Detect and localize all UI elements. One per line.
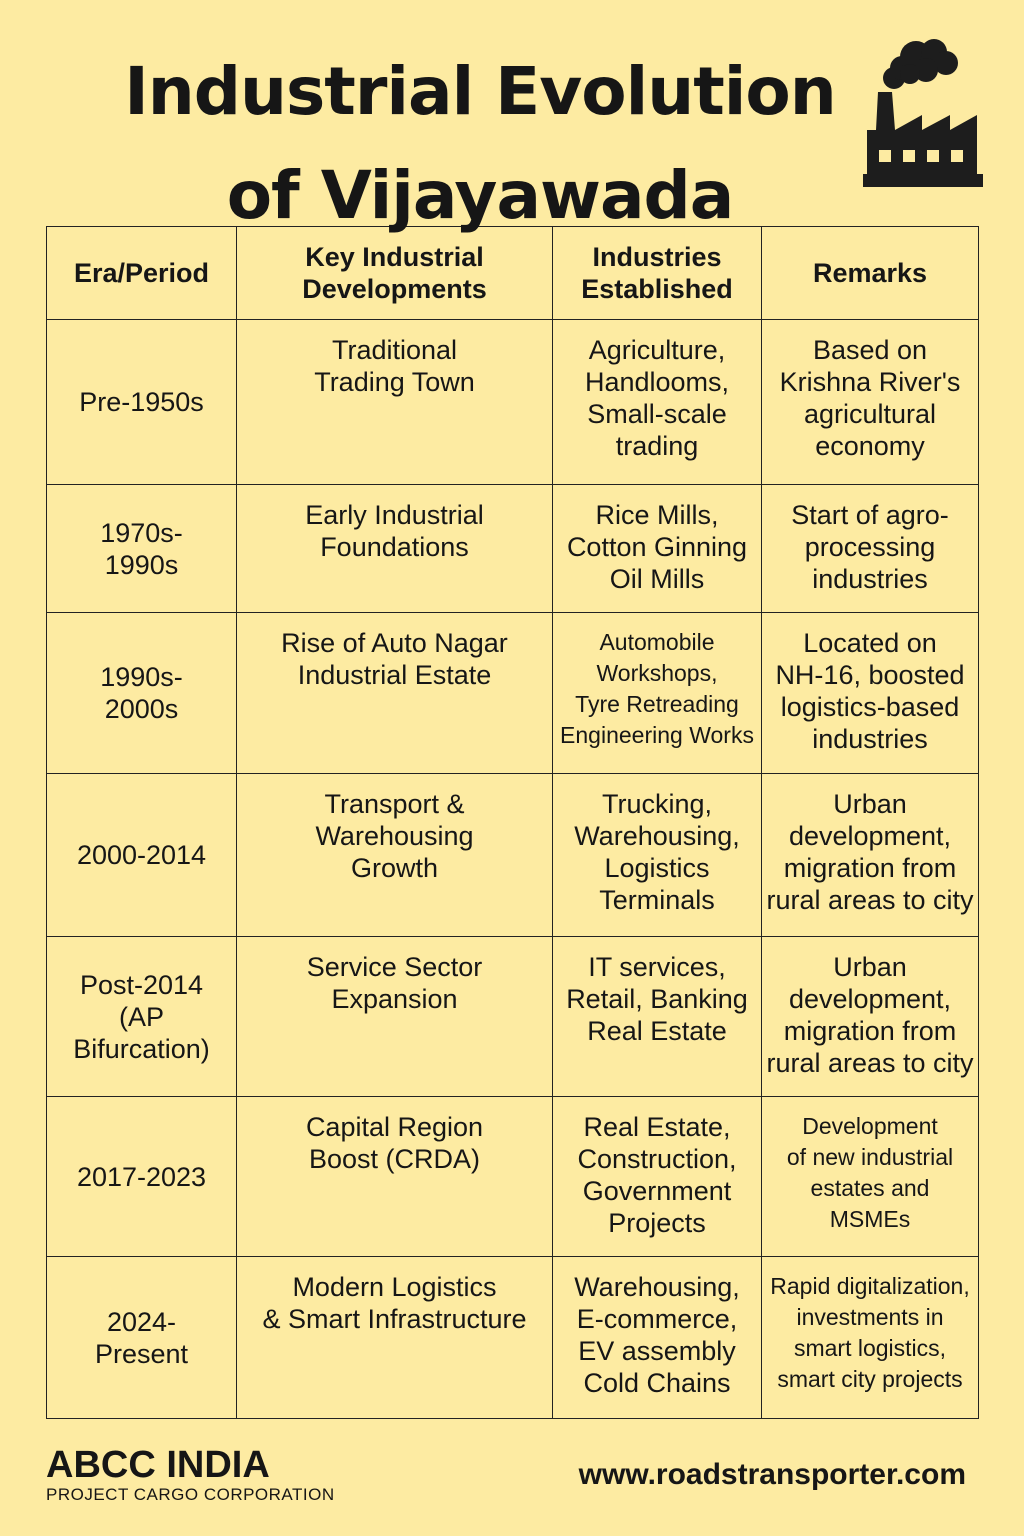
- industries-cell: Rice Mills, Cotton Ginning Oil Mills: [552, 484, 762, 613]
- page-title: Industrial Evolution of Vijayawada: [124, 53, 836, 234]
- remarks-cell: Rapid digitalization, investments in sma…: [761, 1256, 979, 1419]
- developments-cell: Modern Logistics & Smart Infrastructure: [236, 1256, 553, 1419]
- era-cell: 2017-2023: [46, 1096, 237, 1257]
- industries-cell: Agriculture, Handlooms, Small-scale trad…: [552, 319, 762, 485]
- developments-cell: Early Industrial Foundations: [236, 484, 553, 613]
- website-link[interactable]: www.roadstransporter.com: [578, 1458, 966, 1491]
- remarks-cell: Development of new industrial estates an…: [761, 1096, 979, 1257]
- remarks-cell: Located on NH-16, boosted logistics-base…: [761, 612, 979, 774]
- developments-cell: Traditional Trading Town: [236, 319, 553, 485]
- factory-icon: [863, 39, 983, 187]
- header-developments: Key Industrial Developments: [236, 226, 553, 320]
- header-remarks: Remarks: [761, 226, 979, 320]
- industries-cell: Real Estate, Construction, Government Pr…: [552, 1096, 762, 1257]
- table-row: 1970s- 1990s Early Industrial Foundations…: [46, 484, 979, 613]
- header-era: Era/Period: [46, 226, 237, 320]
- remarks-cell: Urban development, migration from rural …: [761, 936, 979, 1097]
- table-row: Post-2014 (AP Bifurcation) Service Sector…: [46, 936, 979, 1097]
- brand-tagline: PROJECT CARGO CORPORATION: [46, 1485, 335, 1504]
- developments-cell: Service Sector Expansion: [236, 936, 553, 1097]
- era-cell: Post-2014 (AP Bifurcation): [46, 936, 237, 1097]
- header-industries: Industries Established: [552, 226, 762, 320]
- table-row: 2024- Present Modern Logistics & Smart In…: [46, 1256, 979, 1419]
- brand-logo: ABCC INDIA PROJECT CARGO CORPORATION: [46, 1445, 335, 1505]
- era-cell: 2024- Present: [46, 1256, 237, 1419]
- developments-cell: Transport & Warehousing Growth: [236, 773, 553, 937]
- industries-cell: Trucking, Warehousing, Logistics Termina…: [552, 773, 762, 937]
- table-header-row: Era/Period Key Industrial Developments I…: [46, 226, 979, 320]
- era-cell: 1970s- 1990s: [46, 484, 237, 613]
- era-cell: 1990s- 2000s: [46, 612, 237, 774]
- table-row: 1990s- 2000s Rise of Auto Nagar Industria…: [46, 612, 979, 774]
- industries-cell: Warehousing, E-commerce, EV assembly Col…: [552, 1256, 762, 1419]
- developments-cell: Rise of Auto Nagar Industrial Estate: [236, 612, 553, 774]
- industries-cell: IT services, Retail, Banking Real Estate: [552, 936, 762, 1097]
- remarks-cell: Based on Krishna River's agricultural ec…: [761, 319, 979, 485]
- era-cell: Pre-1950s: [46, 319, 237, 485]
- table-row: 2000-2014 Transport & Warehousing Growth T…: [46, 773, 979, 937]
- developments-cell: Capital Region Boost (CRDA): [236, 1096, 553, 1257]
- header: Industrial Evolution of Vijayawada: [0, 0, 1024, 234]
- table-row: 2017-2023 Capital Region Boost (CRDA) Real…: [46, 1096, 979, 1257]
- table-row: Pre-1950s Traditional Trading Town Agricul…: [46, 319, 979, 485]
- era-cell: 2000-2014: [46, 773, 237, 937]
- industrial-evolution-table: Era/Period Key Industrial Developments I…: [46, 226, 979, 1419]
- footer: ABCC INDIA PROJECT CARGO CORPORATION www…: [46, 1445, 966, 1505]
- industries-cell: Automobile Workshops, Tyre Retreading En…: [552, 612, 762, 774]
- remarks-cell: Start of agro- processing industries: [761, 484, 979, 613]
- brand-name: ABCC INDIA: [46, 1444, 270, 1486]
- remarks-cell: Urban development, migration from rural …: [761, 773, 979, 937]
